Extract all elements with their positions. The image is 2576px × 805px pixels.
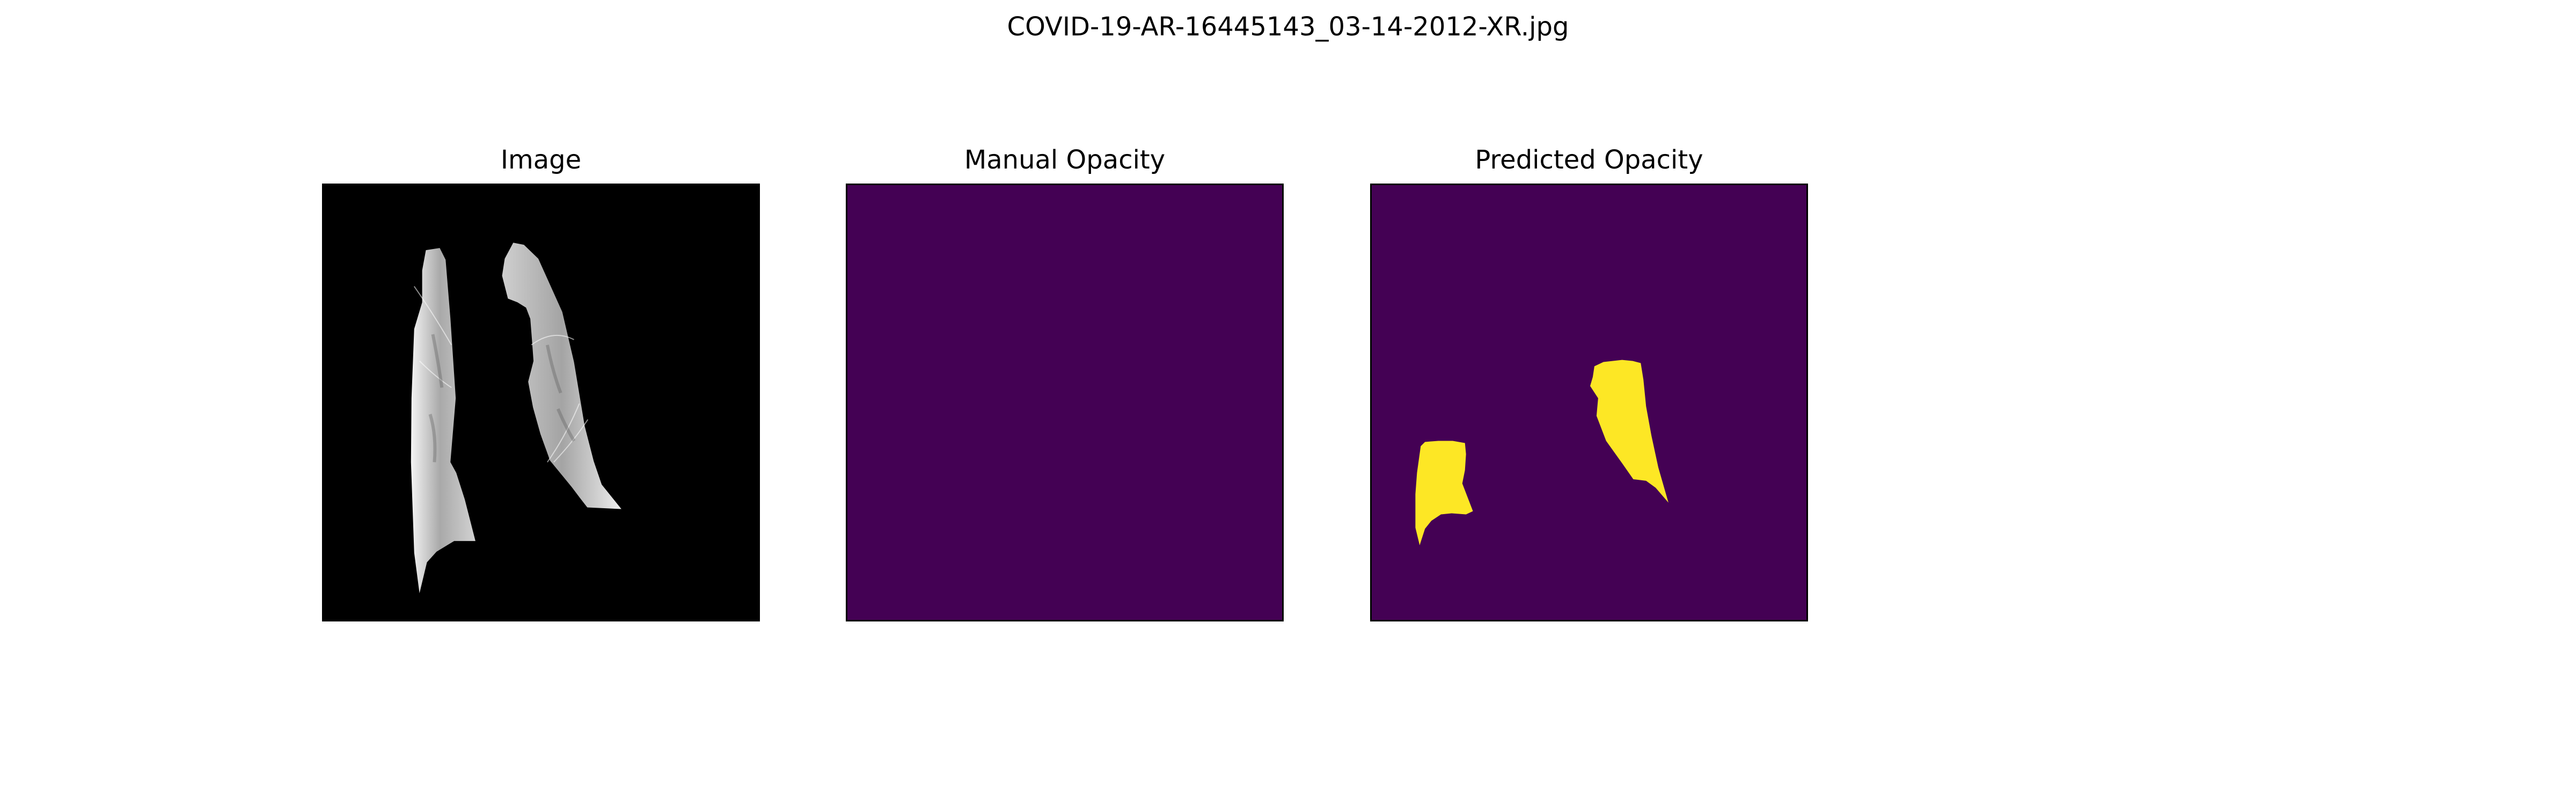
panel-title-image: Image [500, 145, 582, 175]
figure-title: COVID-19-AR-16445143_03-14-2012-XR.jpg [1007, 12, 1569, 42]
mask-background [1372, 185, 1806, 620]
manual-opacity-mask [847, 185, 1282, 620]
lung-fissure-lines [413, 286, 589, 463]
panel-title-predicted: Predicted Opacity [1475, 145, 1703, 175]
predicted-opacity-mask [1372, 185, 1806, 620]
mask-background [847, 185, 1282, 620]
lung-texture [428, 334, 576, 463]
predicted-opacity-region-right [1415, 441, 1473, 546]
lung-xray-image [324, 185, 758, 620]
panel-title-manual: Manual Opacity [964, 145, 1166, 175]
predicted-opacity-panel [1370, 184, 1808, 621]
left-lung [502, 243, 621, 509]
predicted-opacity-region-left [1590, 360, 1668, 503]
right-lung [411, 248, 475, 594]
manual-opacity-panel [846, 184, 1284, 621]
image-panel [322, 184, 760, 621]
